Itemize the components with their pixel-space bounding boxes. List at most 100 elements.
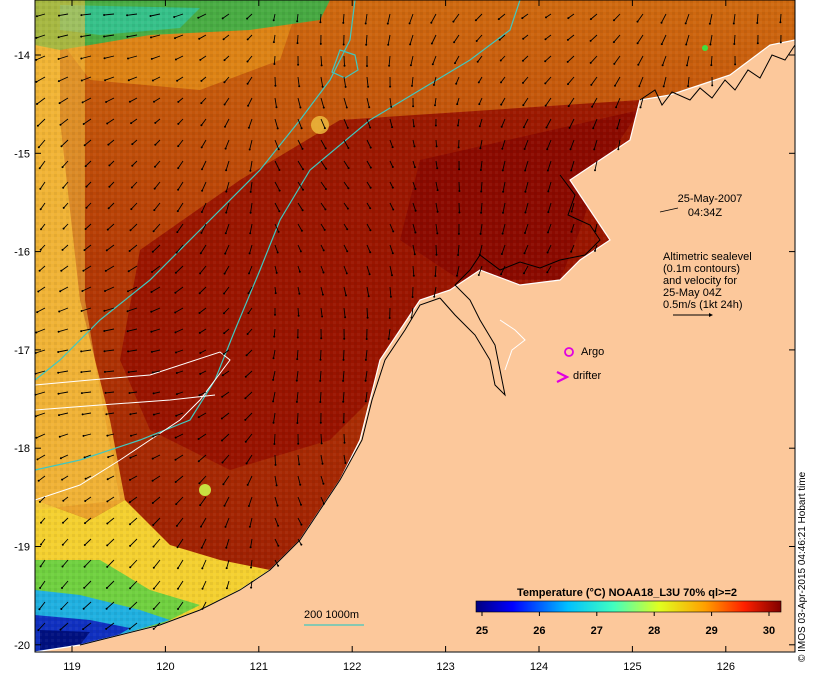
velocity-vector — [177, 559, 184, 569]
velocity-vector-head — [223, 272, 226, 275]
velocity-vector-head — [521, 17, 524, 20]
velocity-vector-head — [756, 22, 759, 24]
velocity-vector-head — [201, 168, 203, 171]
velocity-vector — [60, 601, 69, 610]
velocity-vector-head — [200, 102, 203, 105]
velocity-vector — [479, 244, 483, 255]
velocity-vector — [273, 349, 276, 359]
velocity-vector-head — [567, 83, 569, 86]
velocity-vector-head — [248, 148, 251, 151]
velocity-vector-head — [62, 186, 65, 189]
velocity-vector — [617, 139, 621, 150]
velocity-vector — [640, 97, 644, 108]
velocity-vector — [58, 391, 69, 395]
velocity-vector-head — [37, 290, 40, 293]
velocity-vector-head — [152, 413, 155, 416]
velocity-vector-head — [502, 190, 505, 193]
velocity-vector-head — [225, 211, 228, 214]
velocity-vector-head — [130, 186, 133, 189]
velocity-vector — [498, 13, 506, 20]
velocity-vector-head — [389, 295, 392, 298]
velocity-vector — [594, 160, 598, 171]
velocity-vector — [58, 328, 69, 333]
velocity-vector-head — [272, 357, 275, 360]
velocity-vector-head — [296, 358, 299, 361]
lon-tick-label: 119 — [63, 661, 81, 673]
velocity-vector — [109, 181, 115, 188]
velocity-vector — [63, 223, 69, 229]
velocity-vector — [39, 160, 46, 169]
velocity-vector-head — [83, 456, 86, 459]
velocity-vector — [104, 349, 115, 352]
velocity-vector — [710, 55, 713, 66]
velocity-vector-head — [176, 79, 179, 82]
velocity-vector — [272, 391, 276, 402]
velocity-vector-head — [300, 229, 303, 232]
velocity-vector — [273, 412, 276, 423]
velocity-vector-head — [246, 82, 249, 85]
velocity-vector-head — [175, 393, 178, 396]
velocity-vector-head — [272, 378, 275, 381]
velocity-vector-head — [127, 371, 130, 374]
velocity-vector-head — [501, 147, 504, 150]
velocity-vector — [223, 328, 230, 334]
velocity-vector-head — [324, 147, 327, 150]
velocity-vector — [176, 391, 184, 395]
velocity-vector — [274, 559, 279, 567]
velocity-vector — [389, 286, 392, 297]
velocity-vector — [201, 139, 207, 148]
velocity-vector-head — [35, 436, 38, 439]
velocity-vector-head — [524, 211, 527, 214]
velocity-vector — [40, 538, 46, 545]
velocity-vector — [435, 160, 438, 169]
velocity-vector — [131, 181, 138, 188]
velocity-vector-head — [83, 586, 86, 589]
velocity-vector-head — [734, 63, 737, 66]
velocity-vector — [297, 454, 300, 465]
velocity-vector — [524, 202, 529, 213]
velocity-vector-head — [62, 227, 65, 230]
velocity-vector-head — [223, 312, 225, 315]
velocity-vector-head — [300, 503, 302, 506]
velocity-vector-head — [177, 167, 180, 170]
velocity-vector-head — [247, 126, 250, 129]
velocity-vector-head — [152, 566, 155, 569]
velocity-vector — [343, 55, 345, 66]
velocity-vector — [594, 244, 598, 252]
velocity-vector — [733, 13, 736, 24]
velocity-vector-head — [176, 210, 179, 213]
velocity-vector — [274, 160, 280, 171]
velocity-vector — [39, 181, 46, 190]
velocity-vector — [107, 496, 115, 502]
velocity-vector-head — [594, 249, 596, 252]
velocity-vector-head — [319, 421, 322, 424]
velocity-vector-head — [200, 211, 203, 213]
velocity-vector — [523, 265, 529, 274]
velocity-vector-head — [105, 627, 108, 630]
velocity-vector — [365, 391, 368, 402]
velocity-vector-head — [319, 42, 322, 45]
velocity-vector-head — [278, 210, 281, 213]
velocity-vector — [297, 223, 303, 232]
velocity-vector-head — [277, 230, 280, 233]
velocity-vector — [37, 454, 46, 460]
velocity-vector-head — [150, 57, 153, 60]
velocity-vector-head — [221, 395, 224, 398]
velocity-vector — [176, 244, 184, 253]
velocity-vector — [221, 433, 230, 441]
velocity-vector-head — [103, 14, 106, 16]
velocity-vector-head — [175, 351, 177, 354]
velocity-vector-head — [151, 79, 154, 82]
velocity-vector-head — [247, 292, 250, 295]
velocity-vector-head — [589, 61, 592, 64]
velocity-vector — [63, 202, 69, 209]
velocity-vector-head — [82, 607, 85, 610]
velocity-vector — [248, 265, 253, 274]
velocity-vector-head — [128, 250, 131, 252]
velocity-vector-head — [522, 59, 524, 62]
velocity-vector-head — [325, 167, 328, 170]
velocity-vector — [389, 202, 394, 210]
velocity-vector — [177, 202, 184, 212]
velocity-vector — [106, 580, 115, 589]
velocity-vector-head — [221, 374, 224, 377]
